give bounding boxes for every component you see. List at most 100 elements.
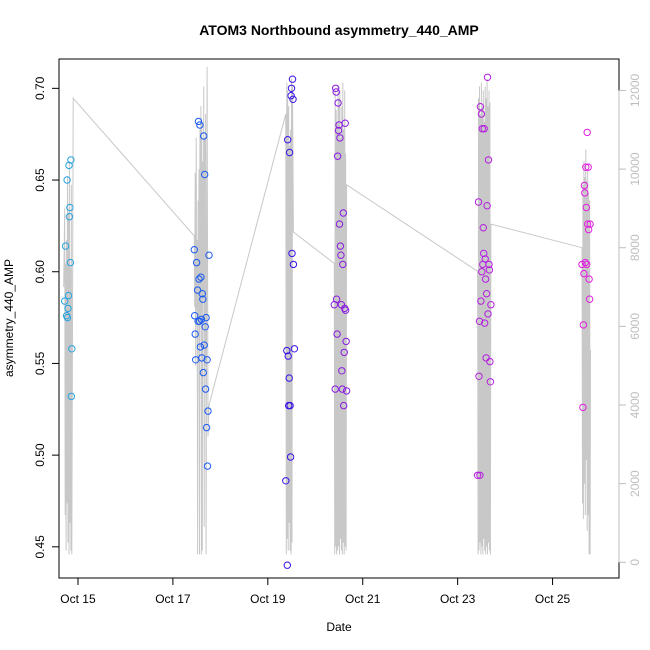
data-point: [341, 119, 349, 127]
data-point: [342, 387, 351, 395]
y-axis-label: asymmetry_440_AMP: [2, 259, 16, 377]
y-tick-label: 0.65: [33, 168, 47, 192]
x-tick-label: Oct 23: [440, 592, 476, 606]
data-point: [341, 306, 350, 314]
data-point: [584, 225, 593, 234]
data-point: [202, 313, 210, 322]
data-point: [481, 275, 490, 283]
y2-tick-label: 0: [628, 559, 642, 566]
data-point: [480, 249, 488, 258]
data-point: [288, 249, 296, 258]
data-point: [284, 136, 292, 144]
data-point: [199, 295, 207, 303]
data-point: [579, 403, 587, 412]
data-point: [286, 453, 295, 461]
x-tick-label: Oct 15: [60, 592, 96, 606]
data-point: [283, 346, 291, 355]
data-point: [481, 255, 489, 263]
series-4: [473, 73, 495, 479]
data-point: [584, 163, 592, 171]
data-point: [285, 374, 293, 382]
y-tick-label: 0.50: [33, 443, 47, 467]
data-points-layer: [60, 73, 594, 569]
series-5: [578, 128, 594, 412]
data-point: [63, 176, 71, 184]
x-tick-label: Oct 17: [155, 592, 191, 606]
data-point: [334, 99, 342, 107]
data-point: [478, 268, 486, 276]
data-point: [477, 297, 485, 305]
data-point: [332, 84, 340, 93]
data-point: [200, 132, 208, 140]
data-point: [483, 202, 491, 210]
data-point: [201, 323, 209, 331]
data-point: [190, 246, 199, 254]
data-point: [191, 312, 199, 320]
y2-tick-label: 6000: [628, 313, 642, 340]
data-point: [283, 561, 291, 569]
data-point: [202, 423, 211, 432]
data-point: [582, 163, 590, 171]
data-point: [67, 156, 75, 164]
data-point: [475, 317, 484, 325]
data-point: [479, 224, 487, 232]
data-point: [333, 330, 341, 338]
x-tick-label: Oct 19: [250, 592, 286, 606]
data-point: [476, 103, 485, 111]
data-point: [199, 368, 208, 377]
data-point: [482, 290, 491, 298]
data-point: [581, 258, 589, 267]
data-point: [194, 117, 203, 126]
data-point: [60, 297, 69, 305]
data-point: [339, 209, 347, 217]
data-point: [586, 220, 594, 228]
data-point: [193, 286, 202, 294]
data-point: [285, 148, 294, 157]
data-point: [334, 126, 343, 135]
data-point: [66, 258, 75, 267]
data-point: [484, 310, 492, 318]
data-point: [340, 401, 348, 410]
data-point: [204, 407, 212, 415]
data-point: [331, 385, 339, 393]
data-point: [191, 330, 199, 338]
data-point: [474, 198, 483, 206]
data-point: [198, 290, 207, 298]
data-point: [482, 354, 490, 362]
y2-tick-label: 12000: [628, 73, 642, 107]
secondary-series-line: [63, 66, 591, 555]
data-point: [336, 242, 345, 250]
y2-tick-label: 8000: [628, 234, 642, 261]
y-tick-label: 0.55: [33, 351, 47, 375]
data-point: [336, 134, 344, 142]
data-point: [203, 462, 212, 470]
data-point: [65, 213, 74, 221]
data-point: [338, 367, 346, 375]
data-point: [68, 345, 76, 353]
data-point: [582, 203, 590, 212]
y-tick-label: 0.45: [33, 535, 47, 559]
data-point: [63, 313, 72, 322]
data-point: [481, 319, 489, 327]
data-point: [200, 341, 208, 349]
data-point: [478, 125, 486, 133]
data-point: [337, 251, 345, 259]
data-point: [198, 354, 206, 362]
data-point: [197, 273, 205, 281]
data-point: [289, 260, 298, 269]
data-point: [580, 181, 589, 190]
data-point: [64, 304, 72, 313]
data-point: [287, 92, 295, 100]
data-point: [339, 260, 347, 269]
data-point: [284, 352, 292, 360]
data-point: [484, 156, 493, 164]
data-point: [581, 189, 589, 197]
data-point: [483, 73, 492, 82]
data-point: [585, 295, 594, 303]
series-1: [190, 117, 213, 470]
data-point: [477, 110, 486, 118]
y-tick-label: 0.60: [33, 260, 47, 284]
data-point: [486, 378, 495, 386]
y2-tick-label: 2000: [628, 470, 642, 497]
data-point: [195, 275, 203, 283]
